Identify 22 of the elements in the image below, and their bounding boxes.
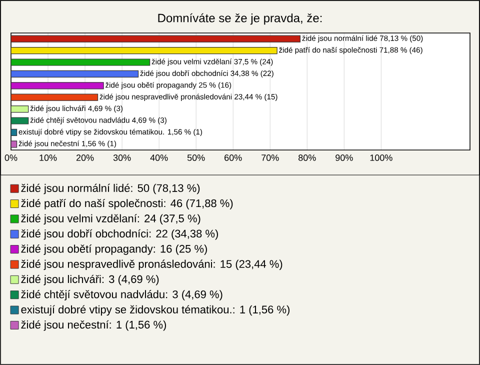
legend-label: židé jsou normální lidé: 50 (78,13 %) <box>21 184 200 194</box>
legend-label: židé patří do naší společnosti: 46 (71,88 %) <box>21 198 233 210</box>
x-tick-label: 0% <box>4 154 18 161</box>
chart-title: Domníváte se že je pravda, že: <box>158 13 322 25</box>
x-tick-label: 30% <box>113 154 131 161</box>
x-tick-label: 10% <box>40 154 57 161</box>
legend-label: židé jsou obětí propagandy: 16 (25 %) <box>21 244 207 255</box>
legend-label: židé jsou dobří obchodníci: 22 (34,38 %) <box>21 229 218 240</box>
legend-label: existují dobré vtipy se židovskou tématikou.: 1 (1,56 %) <box>21 305 290 316</box>
x-tick-label: 50% <box>187 154 205 161</box>
legend-label: židé chtějí světovou nadvládu: 3 (4,69 %) <box>21 290 222 300</box>
x-tick-label: 100% <box>370 154 392 161</box>
x-tick-label: 70% <box>262 154 279 161</box>
legend-label: židé jsou nespravedlivě pronásledováni: 15 (23,44 %) <box>21 260 282 270</box>
legend-label: židé jsou velmi vzdělaní: 24 (37,5 %) <box>21 214 200 225</box>
legend-label: židé jsou lichváři: 3 (4,69 %) <box>21 274 159 286</box>
x-tick-label: 90% <box>336 154 353 161</box>
legend-label: židé jsou nečestní: 1 (1,56 %) <box>21 320 166 331</box>
x-tick-label: 60% <box>224 154 242 161</box>
x-tick-label: 80% <box>298 154 316 161</box>
x-tick-label: 40% <box>150 154 168 161</box>
x-tick-label: 20% <box>76 154 94 161</box>
